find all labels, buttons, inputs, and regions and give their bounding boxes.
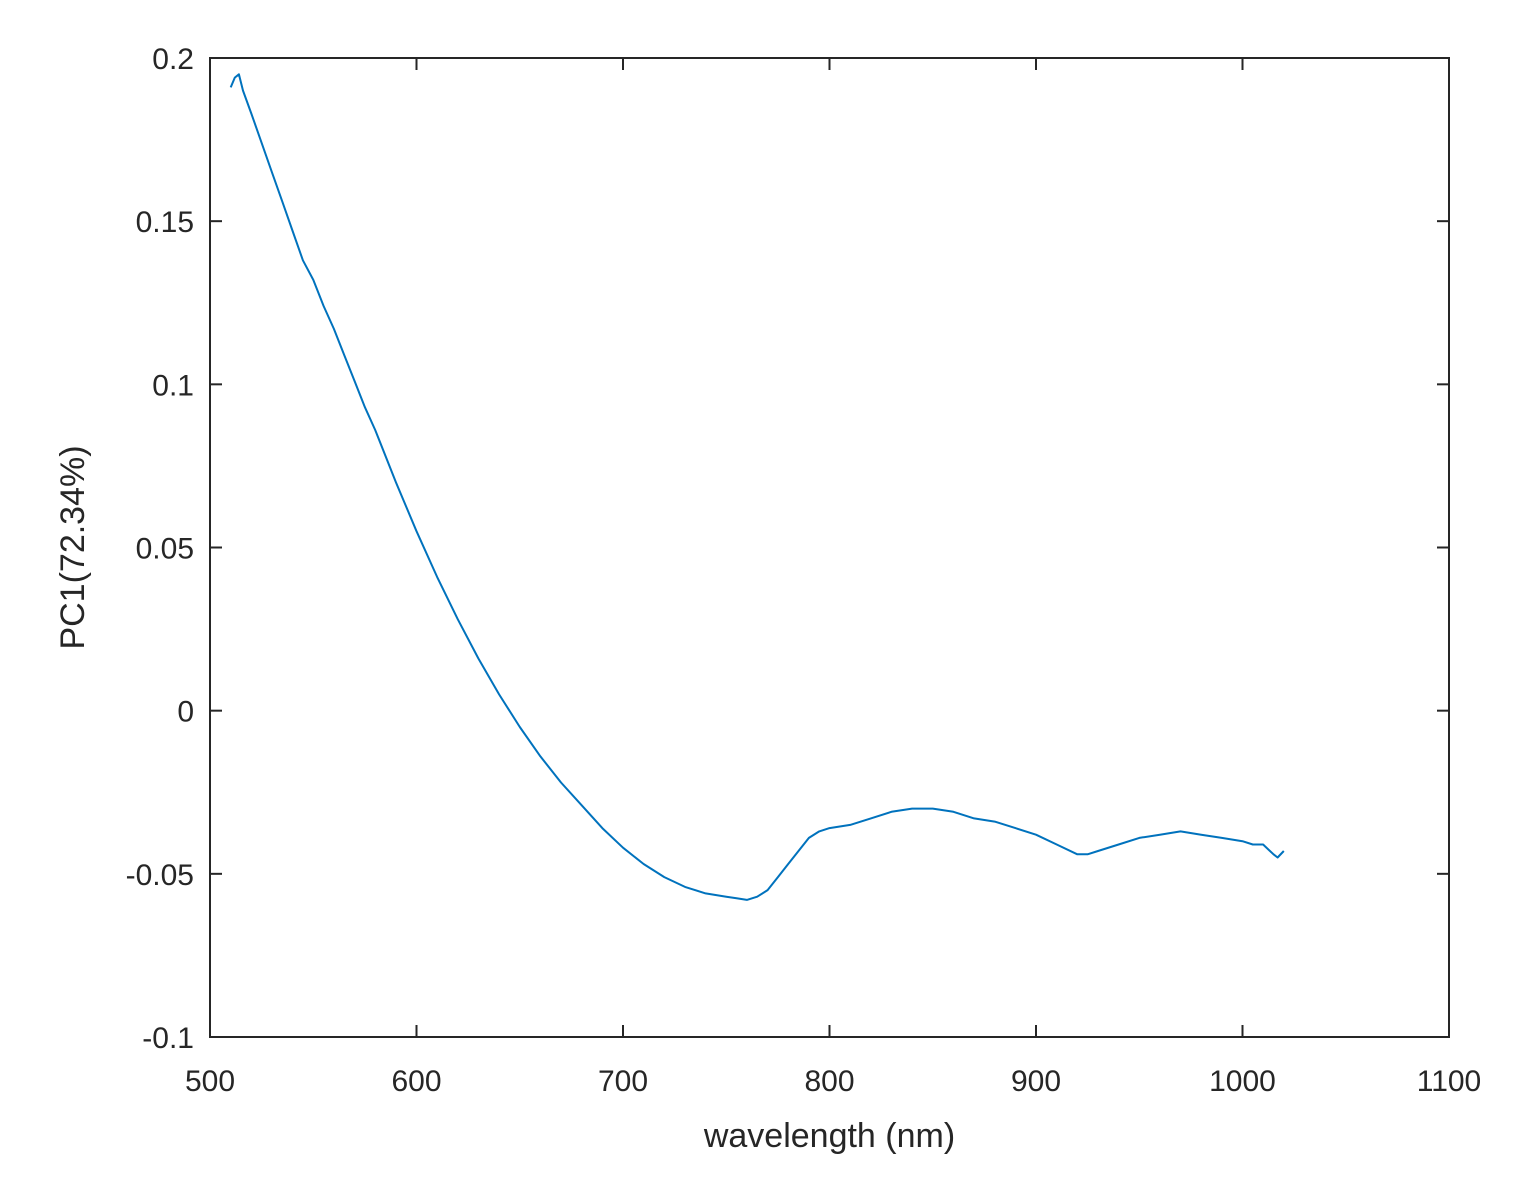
series-layer	[229, 73, 1285, 901]
x-tick-label: 700	[598, 1065, 648, 1098]
y-tick-label: 0	[177, 696, 194, 729]
y-tick-label: 0.05	[136, 533, 194, 566]
x-tick-label: 1000	[1209, 1065, 1276, 1098]
x-tick-label: 900	[1011, 1065, 1061, 1098]
y-tick-label: -0.1	[142, 1022, 194, 1055]
series-line	[229, 73, 1285, 901]
x-tick-label: 600	[391, 1065, 441, 1098]
y-axis-label: PC1(72.34%)	[54, 445, 92, 649]
labels-layer: 500 600 700 800 900 1000 1100 -0.1 -0.05 0 0.05 0.1…	[126, 43, 1482, 1098]
ticks-layer	[209, 57, 1450, 1038]
y-tick-label: 0.2	[152, 43, 194, 76]
x-tick-label: 1100	[1417, 1065, 1482, 1098]
x-axis-label: wavelength (nm)	[703, 1117, 955, 1155]
y-tick-label: 0.15	[136, 206, 194, 239]
y-tick-label: 0.1	[152, 369, 194, 402]
x-tick-label: 500	[185, 1065, 235, 1098]
plot-area-frame	[209, 57, 1450, 1038]
x-tick-label: 800	[804, 1065, 854, 1098]
y-tick-label: -0.05	[126, 859, 194, 892]
